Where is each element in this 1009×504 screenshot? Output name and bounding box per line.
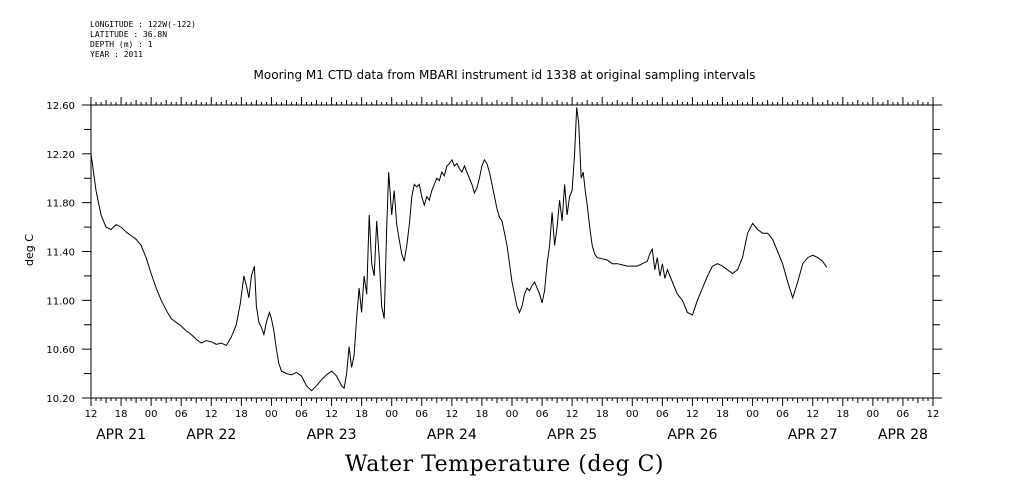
x-tick-label: 12 xyxy=(325,409,338,420)
x-tick-label: 06 xyxy=(776,409,789,420)
longitude-label: LONGITUDE : 122W(-122) xyxy=(90,20,196,29)
x-axis-caption: Water Temperature (deg C) xyxy=(345,452,664,477)
day-label: APR 21 xyxy=(96,427,146,443)
x-tick-label: 06 xyxy=(415,409,428,420)
day-label: APR 24 xyxy=(427,427,477,443)
x-tick-label: 18 xyxy=(836,409,849,420)
metadata-block: LONGITUDE : 122W(-122) LATITUDE : 36.8N … xyxy=(90,20,196,60)
x-tick-label: 00 xyxy=(626,409,639,420)
x-tick-label: 00 xyxy=(746,409,759,420)
x-tick-label: 18 xyxy=(235,409,248,420)
plot-frame xyxy=(90,104,934,399)
x-tick-label: 18 xyxy=(716,409,729,420)
axes-layer xyxy=(82,97,942,406)
x-tick-label: 06 xyxy=(175,409,188,420)
x-tick-label: 18 xyxy=(355,409,368,420)
x-tick-label: 00 xyxy=(866,409,879,420)
x-tick-label: 06 xyxy=(295,409,308,420)
day-label: APR 22 xyxy=(186,427,236,443)
latitude-label: LATITUDE : 36.8N xyxy=(90,30,168,39)
y-tick-label: 12.60 xyxy=(46,101,75,112)
chart-title: Mooring M1 CTD data from MBARI instrumen… xyxy=(253,68,756,82)
y-tick-label: 11.40 xyxy=(46,248,75,259)
x-tick-label: 18 xyxy=(476,409,489,420)
x-tick-label: 00 xyxy=(506,409,519,420)
day-label: APR 25 xyxy=(547,427,597,443)
year-label: YEAR : 2011 xyxy=(90,50,143,59)
x-tick-label: 06 xyxy=(656,409,669,420)
series-line xyxy=(90,107,828,392)
x-tick-label: 18 xyxy=(596,409,609,420)
x-tick-label: 06 xyxy=(897,409,910,420)
x-tick-label: 00 xyxy=(385,409,398,420)
y-axis-label: deg C xyxy=(23,234,36,266)
day-label: APR 27 xyxy=(788,427,838,443)
depth-label: DEPTH (m) : 1 xyxy=(90,40,153,49)
labels-layer: 10.20 10.60 11.00 11.40 11.80 12.20 12.60 12 18 0… xyxy=(46,101,939,443)
x-tick-label: 06 xyxy=(536,409,549,420)
x-tick-label: 12 xyxy=(806,409,819,420)
y-tick-label: 12.20 xyxy=(46,150,75,161)
y-tick-label: 11.00 xyxy=(46,296,75,307)
day-label: APR 28 xyxy=(878,427,928,443)
y-tick-label: 10.60 xyxy=(46,345,75,356)
x-tick-label: 00 xyxy=(265,409,278,420)
y-tick-label: 10.20 xyxy=(46,394,75,405)
x-tick-label: 12 xyxy=(85,409,98,420)
x-tick-label: 18 xyxy=(115,409,128,420)
y-tick-label: 11.80 xyxy=(46,199,75,210)
x-tick-label: 12 xyxy=(686,409,699,420)
x-tick-label: 12 xyxy=(445,409,458,420)
x-tick-label: 00 xyxy=(145,409,158,420)
x-tick-label: 12 xyxy=(205,409,218,420)
x-tick-label: 12 xyxy=(566,409,579,420)
x-tick-label: 12 xyxy=(927,409,940,420)
day-label: APR 23 xyxy=(307,427,357,443)
day-label: APR 26 xyxy=(667,427,717,443)
